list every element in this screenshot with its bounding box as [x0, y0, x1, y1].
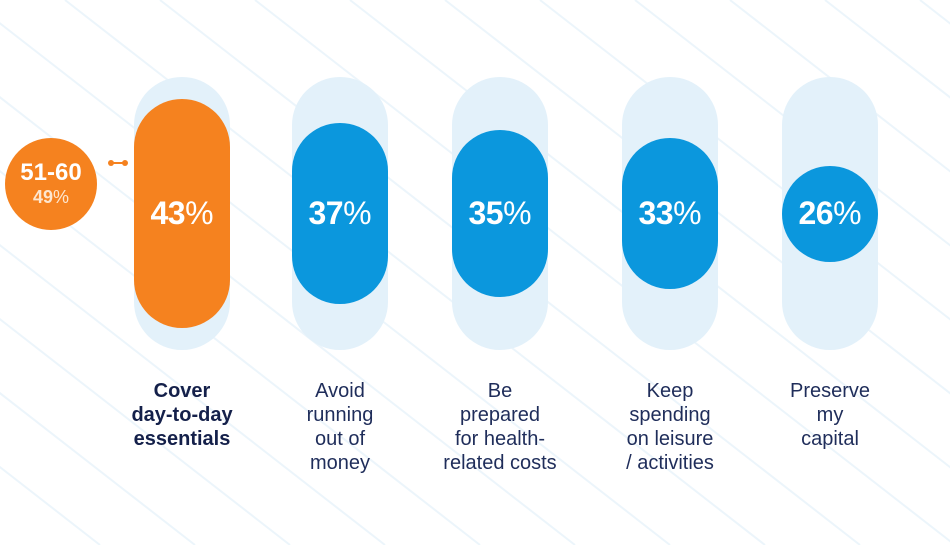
category-label-line: spending — [629, 404, 711, 426]
category-label-line: running — [306, 404, 374, 426]
bar: 37% — [292, 122, 388, 305]
data-label-unit: % — [185, 194, 214, 231]
badge-age-group: 51-60 — [20, 159, 82, 186]
badge-connector-icon — [108, 160, 128, 166]
data-label: 33 — [638, 194, 674, 231]
background-stripe — [824, 0, 950, 99]
category-label: Keep spending on leisure / activities — [585, 379, 755, 475]
data-label-unit: % — [343, 194, 372, 231]
background-stripe — [634, 0, 950, 247]
category-label-line: Cover — [153, 380, 211, 402]
category-label: Cover day-to-day essentials — [97, 379, 267, 451]
category-label-line: capital — [801, 428, 859, 450]
category-label-line: money — [309, 452, 371, 474]
bar: 35% — [452, 130, 548, 297]
data-label: 37 — [308, 194, 344, 231]
category-label-line: related costs — [443, 452, 557, 474]
age-group-badge: 51-60 49% — [5, 138, 97, 230]
background-stripe — [0, 170, 481, 545]
badge-value: 49 — [32, 187, 53, 207]
data-label: 26 — [798, 195, 834, 231]
category-label-line: / activities — [626, 452, 714, 474]
category-label-line: day-to-day — [131, 404, 233, 426]
category-label-line: Be — [487, 380, 513, 402]
data-label-unit: % — [833, 195, 862, 231]
category-label-line: my — [816, 404, 844, 426]
category-label: Preserve my capital — [745, 379, 915, 451]
category-label-line: on leisure — [626, 428, 714, 450]
category-label-line: Keep — [646, 380, 694, 402]
category-label: Be prepared for health-related costs — [415, 379, 585, 475]
category-label: Avoid running out of money — [255, 379, 425, 475]
badge-unit: % — [53, 187, 70, 207]
bar: 33% — [622, 138, 718, 289]
category-label-line: for health- — [454, 428, 546, 450]
data-label-unit: % — [503, 194, 532, 231]
background-stripe — [0, 243, 386, 545]
bar: 26% — [782, 165, 878, 262]
category-label-line: Avoid — [315, 380, 365, 402]
bar: 43% — [134, 99, 230, 328]
data-label: 35 — [468, 194, 504, 231]
badge-value-line: 49% — [33, 186, 69, 208]
category-label-line: out of — [314, 428, 366, 450]
category-label-line: essentials — [133, 428, 231, 450]
category-label-line: Preserve — [789, 380, 871, 402]
background-stripe — [0, 391, 196, 545]
data-label: 43 — [150, 194, 186, 231]
background-stripe — [0, 317, 291, 545]
data-label-unit: % — [673, 194, 702, 231]
category-label-line: prepared — [459, 404, 541, 426]
